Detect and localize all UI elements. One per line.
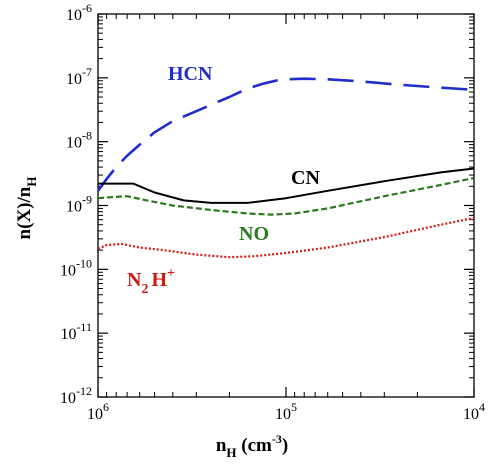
y-tick-label-exp: -10	[76, 256, 92, 270]
axis-ticks	[97, 13, 475, 398]
series-label-n2h-mid: H	[151, 269, 167, 291]
series-label-n2h-sub: 2	[141, 282, 148, 297]
y-tick-label: 10-8	[66, 129, 92, 152]
series-line-no	[97, 176, 475, 216]
series-label-n2h-sup: +	[167, 266, 175, 281]
y-tick-label-exp: -8	[82, 129, 92, 143]
y-tick-label: 10-10	[60, 256, 92, 279]
y-tick-label-base: 10	[60, 326, 76, 343]
x-tick-label-base: 10	[463, 406, 479, 423]
y-tick-label: 10-7	[66, 65, 92, 88]
series-line-cn	[98, 167, 475, 204]
y-tick-label: 10-6	[66, 1, 92, 24]
y-tick-label-exp: -12	[76, 384, 92, 398]
x-axis-title-unit-close: )	[282, 435, 288, 456]
series-label-n2h-base: N	[127, 269, 142, 291]
series-lines	[96, 77, 475, 259]
x-tick-label-exp: 5	[291, 400, 297, 414]
y-tick-label-base: 10	[60, 390, 76, 407]
series-label-no: NO	[239, 223, 269, 245]
y-tick-label-exp: -6	[82, 1, 92, 15]
y-tick-label: 10-9	[66, 193, 92, 216]
x-axis-title: nH (cm-3)	[216, 432, 288, 460]
x-tick-label: 105	[275, 400, 297, 423]
series-line-n2h	[97, 216, 475, 259]
x-axis-title-sub: H	[226, 445, 236, 460]
y-tick-label: 10-11	[60, 320, 92, 343]
y-tick-label: 10-12	[60, 384, 92, 407]
y-axis-title: n(X)/nH	[14, 177, 39, 240]
series-labels: HCN CN NO N2 H+	[127, 63, 320, 297]
series-label-cn: CN	[291, 167, 320, 189]
y-tick-label-exp: -9	[82, 193, 92, 207]
x-axis-title-unit: (cm	[237, 435, 273, 456]
y-tick-label-base: 10	[66, 199, 82, 216]
x-tick-label-base: 10	[87, 406, 103, 423]
y-axis-title-sub: H	[24, 177, 39, 187]
x-axis-title-unit-exp: -3	[272, 432, 282, 446]
x-tick-label-exp: 6	[103, 400, 109, 414]
x-axis-title-base: n	[216, 435, 227, 456]
y-tick-label-base: 10	[66, 135, 82, 152]
y-tick-label-base: 10	[66, 7, 82, 24]
series-label-n2h: N2 H+	[127, 266, 175, 297]
y-tick-label-base: 10	[66, 71, 82, 88]
x-tick-label-exp: 4	[479, 400, 485, 414]
x-tick-label: 106	[87, 400, 109, 423]
y-tick-label-base: 10	[60, 262, 76, 279]
y-axis-title-main: n(X)/n	[14, 186, 35, 239]
y-tick-label-exp: -7	[82, 65, 92, 79]
x-tick-label: 104	[463, 400, 485, 423]
series-line-hcn	[96, 77, 475, 192]
series-label-hcn: HCN	[168, 63, 213, 85]
y-tick-label-exp: -11	[76, 320, 92, 334]
x-tick-label-base: 10	[275, 406, 291, 423]
